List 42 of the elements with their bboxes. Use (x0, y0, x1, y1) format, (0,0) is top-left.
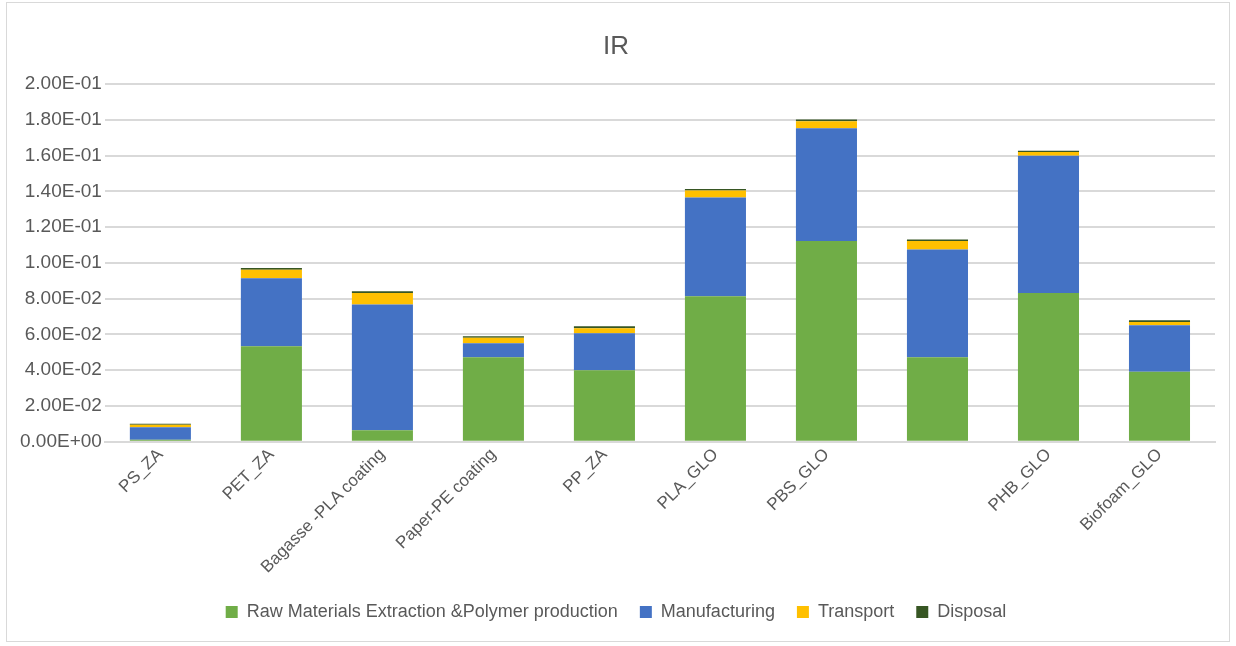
bar (351, 304, 413, 431)
bar (795, 121, 857, 129)
bar (1017, 292, 1080, 441)
bar (240, 278, 302, 347)
bar (240, 269, 302, 279)
y-tick-label: 1.60E-01 (24, 143, 102, 165)
bar (906, 240, 968, 250)
bar (573, 328, 635, 334)
bar (351, 292, 413, 305)
bar (684, 197, 746, 297)
y-tick-label: 0.00E+00 (19, 429, 102, 451)
bar (351, 430, 413, 441)
bar (462, 337, 524, 344)
bar (684, 190, 746, 198)
bar (795, 240, 857, 441)
y-tick-label: 2.00E-02 (24, 394, 102, 416)
legend-label: Disposal (937, 600, 1007, 621)
bar (129, 427, 191, 440)
bar (1128, 325, 1191, 372)
bar (906, 357, 968, 441)
y-tick-label: 6.00E-02 (24, 322, 102, 344)
y-tick-label: 2.00E-01 (24, 72, 102, 94)
y-tick-label: 1.00E-01 (24, 251, 102, 273)
legend-label: Raw Materials Extraction &Polymer production (246, 600, 618, 621)
legend-label: Transport (817, 600, 895, 621)
chart-title: IR (603, 29, 629, 60)
bar (462, 357, 524, 441)
bar (240, 346, 302, 441)
bar (573, 370, 635, 441)
y-tick-label: 8.00E-02 (24, 286, 102, 308)
bar (795, 128, 857, 241)
bar (462, 343, 524, 358)
bar (684, 296, 746, 441)
y-tick-label: 1.40E-01 (24, 179, 102, 201)
y-tick-label: 4.00E-02 (24, 358, 102, 380)
bar (906, 249, 968, 358)
legend-label: Manufacturing (660, 600, 775, 621)
y-tick-label: 1.80E-01 (24, 108, 102, 130)
bar (573, 333, 635, 371)
y-tick-label: 1.20E-01 (24, 215, 102, 237)
bar (1128, 371, 1191, 441)
bar (1017, 155, 1080, 293)
